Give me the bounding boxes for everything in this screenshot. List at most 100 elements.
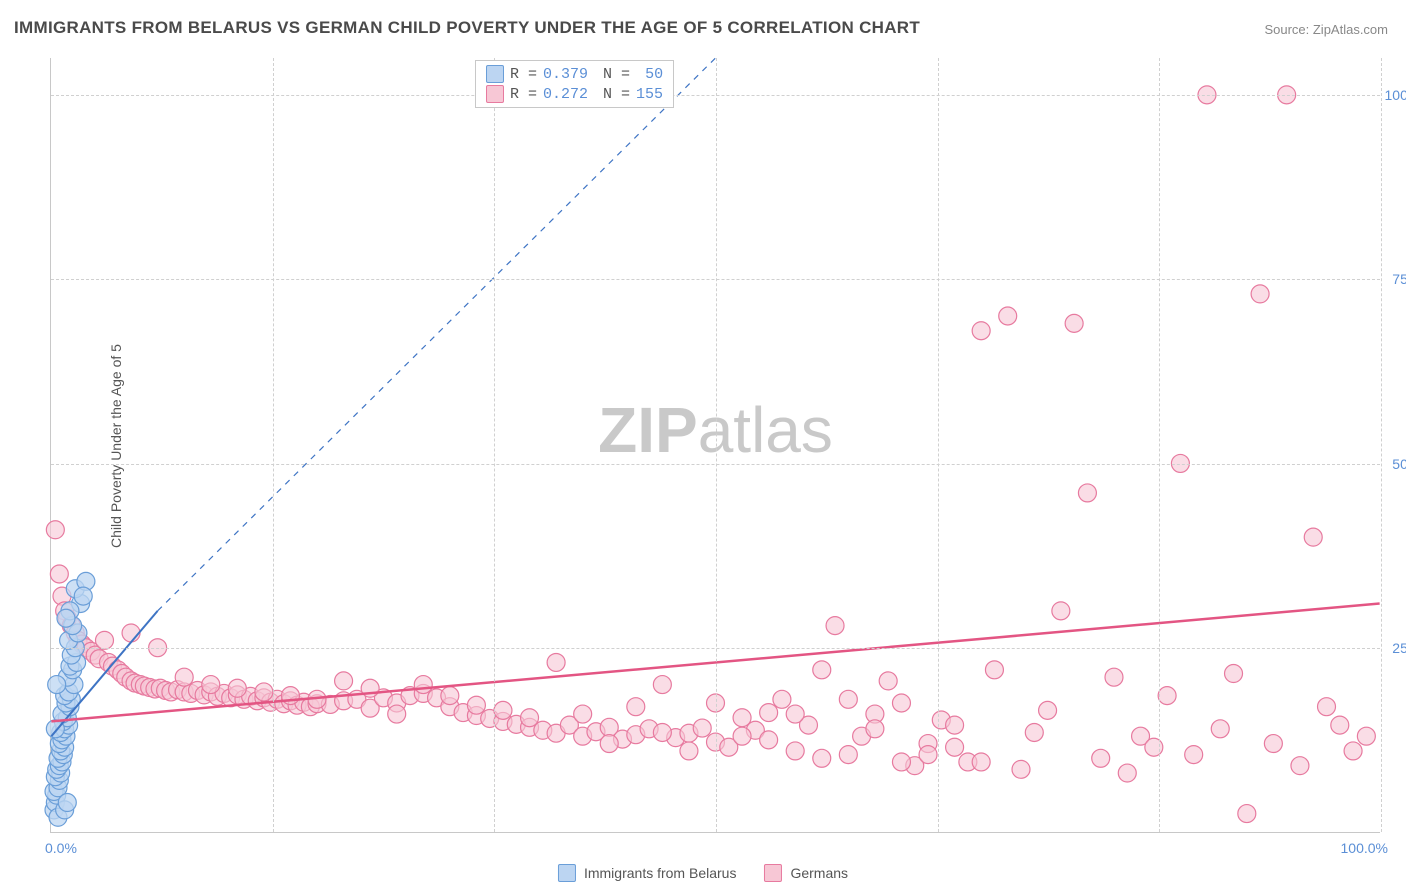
stats-r-label-0: R = <box>510 66 537 83</box>
scatter-point-germans <box>1078 484 1096 502</box>
scatter-point-germans <box>680 742 698 760</box>
scatter-point-germans <box>228 679 246 697</box>
scatter-point-germans <box>1065 314 1083 332</box>
source-name: ZipAtlas.com <box>1313 22 1388 37</box>
scatter-point-germans <box>96 631 114 649</box>
gridline-v <box>1159 58 1160 832</box>
scatter-point-germans <box>1118 764 1136 782</box>
scatter-point-germans <box>1304 528 1322 546</box>
scatter-point-germans <box>1331 716 1349 734</box>
scatter-point-germans <box>574 705 592 723</box>
scatter-point-germans <box>255 683 273 701</box>
scatter-point-germans <box>892 694 910 712</box>
scatter-point-germans <box>441 687 459 705</box>
legend-swatch-belarus <box>558 864 576 882</box>
scatter-point-germans <box>1238 805 1256 823</box>
scatter-point-germans <box>335 672 353 690</box>
scatter-point-belarus <box>74 587 92 605</box>
scatter-point-germans <box>1012 760 1030 778</box>
scatter-point-germans <box>786 742 804 760</box>
scatter-point-germans <box>813 749 831 767</box>
scatter-point-germans <box>46 521 64 539</box>
scatter-point-germans <box>839 746 857 764</box>
legend-label-germans: Germans <box>790 865 848 881</box>
gridline-v <box>1381 58 1382 832</box>
scatter-point-germans <box>547 653 565 671</box>
stats-n-val-1: 155 <box>636 86 663 103</box>
scatter-point-germans <box>866 720 884 738</box>
scatter-point-germans <box>1039 701 1057 719</box>
stats-n-val-0: 50 <box>636 66 663 83</box>
source-attribution: Source: ZipAtlas.com <box>1264 22 1388 37</box>
stats-swatch-germans <box>486 85 504 103</box>
scatter-point-germans <box>1225 665 1243 683</box>
scatter-point-germans <box>467 696 485 714</box>
scatter-point-germans <box>839 690 857 708</box>
scatter-point-germans <box>773 690 791 708</box>
stats-n-label-0: N = <box>594 66 630 83</box>
scatter-point-germans <box>1357 727 1375 745</box>
stats-row-germans: R = 0.272 N = 155 <box>486 85 663 103</box>
scatter-point-germans <box>946 738 964 756</box>
scatter-point-germans <box>521 709 539 727</box>
scatter-point-germans <box>653 676 671 694</box>
scatter-point-germans <box>414 676 432 694</box>
scatter-point-germans <box>1264 735 1282 753</box>
scatter-point-germans <box>892 753 910 771</box>
scatter-point-germans <box>1052 602 1070 620</box>
source-label: Source: <box>1264 22 1312 37</box>
x-tick-left: 0.0% <box>45 840 77 856</box>
scatter-point-germans <box>1251 285 1269 303</box>
scatter-point-germans <box>1092 749 1110 767</box>
x-tick-right: 100.0% <box>1341 840 1388 856</box>
scatter-point-germans <box>813 661 831 679</box>
stats-n-label-1: N = <box>594 86 630 103</box>
scatter-point-germans <box>653 723 671 741</box>
scatter-point-germans <box>1185 746 1203 764</box>
y-tick-label: 75.0% <box>1392 271 1406 287</box>
scatter-point-germans <box>972 753 990 771</box>
scatter-point-germans <box>919 746 937 764</box>
x-axis-legend: Immigrants from Belarus Germans <box>558 864 848 882</box>
scatter-point-germans <box>1318 698 1336 716</box>
scatter-point-germans <box>972 322 990 340</box>
y-tick-label: 100.0% <box>1385 87 1406 103</box>
legend-swatch-germans <box>764 864 782 882</box>
legend-item-germans: Germans <box>764 864 848 882</box>
scatter-point-germans <box>826 617 844 635</box>
scatter-point-germans <box>733 727 751 745</box>
stats-swatch-belarus <box>486 65 504 83</box>
scatter-point-germans <box>786 705 804 723</box>
scatter-point-germans <box>1344 742 1362 760</box>
scatter-point-germans <box>1025 723 1043 741</box>
chart-container: IMMIGRANTS FROM BELARUS VS GERMAN CHILD … <box>0 0 1406 892</box>
gridline-v <box>716 58 717 832</box>
y-tick-label: 25.0% <box>1392 640 1406 656</box>
scatter-point-germans <box>760 704 778 722</box>
chart-title: IMMIGRANTS FROM BELARUS VS GERMAN CHILD … <box>14 18 920 38</box>
scatter-point-germans <box>946 716 964 734</box>
scatter-point-belarus <box>58 794 76 812</box>
scatter-point-germans <box>693 719 711 737</box>
scatter-point-germans <box>600 735 618 753</box>
stats-legend-box: R = 0.379 N = 50 R = 0.272 N = 155 <box>475 60 674 108</box>
scatter-point-germans <box>999 307 1017 325</box>
gridline-v <box>938 58 939 832</box>
scatter-point-germans <box>1291 757 1309 775</box>
scatter-point-germans <box>627 698 645 716</box>
stats-r-val-0: 0.379 <box>543 66 588 83</box>
stats-row-belarus: R = 0.379 N = 50 <box>486 65 663 83</box>
scatter-point-belarus <box>48 676 66 694</box>
scatter-point-germans <box>202 676 220 694</box>
trendline-ext-belarus <box>158 58 716 611</box>
scatter-point-germans <box>1211 720 1229 738</box>
legend-label-belarus: Immigrants from Belarus <box>584 865 736 881</box>
scatter-point-germans <box>50 565 68 583</box>
scatter-point-belarus <box>57 609 75 627</box>
scatter-point-germans <box>1105 668 1123 686</box>
plot-area: ZIPatlas 0.0% 100.0% 25.0%50.0%75.0%100.… <box>50 58 1380 833</box>
scatter-point-germans <box>985 661 1003 679</box>
legend-item-belarus: Immigrants from Belarus <box>558 864 736 882</box>
scatter-point-germans <box>388 705 406 723</box>
scatter-point-germans <box>760 731 778 749</box>
